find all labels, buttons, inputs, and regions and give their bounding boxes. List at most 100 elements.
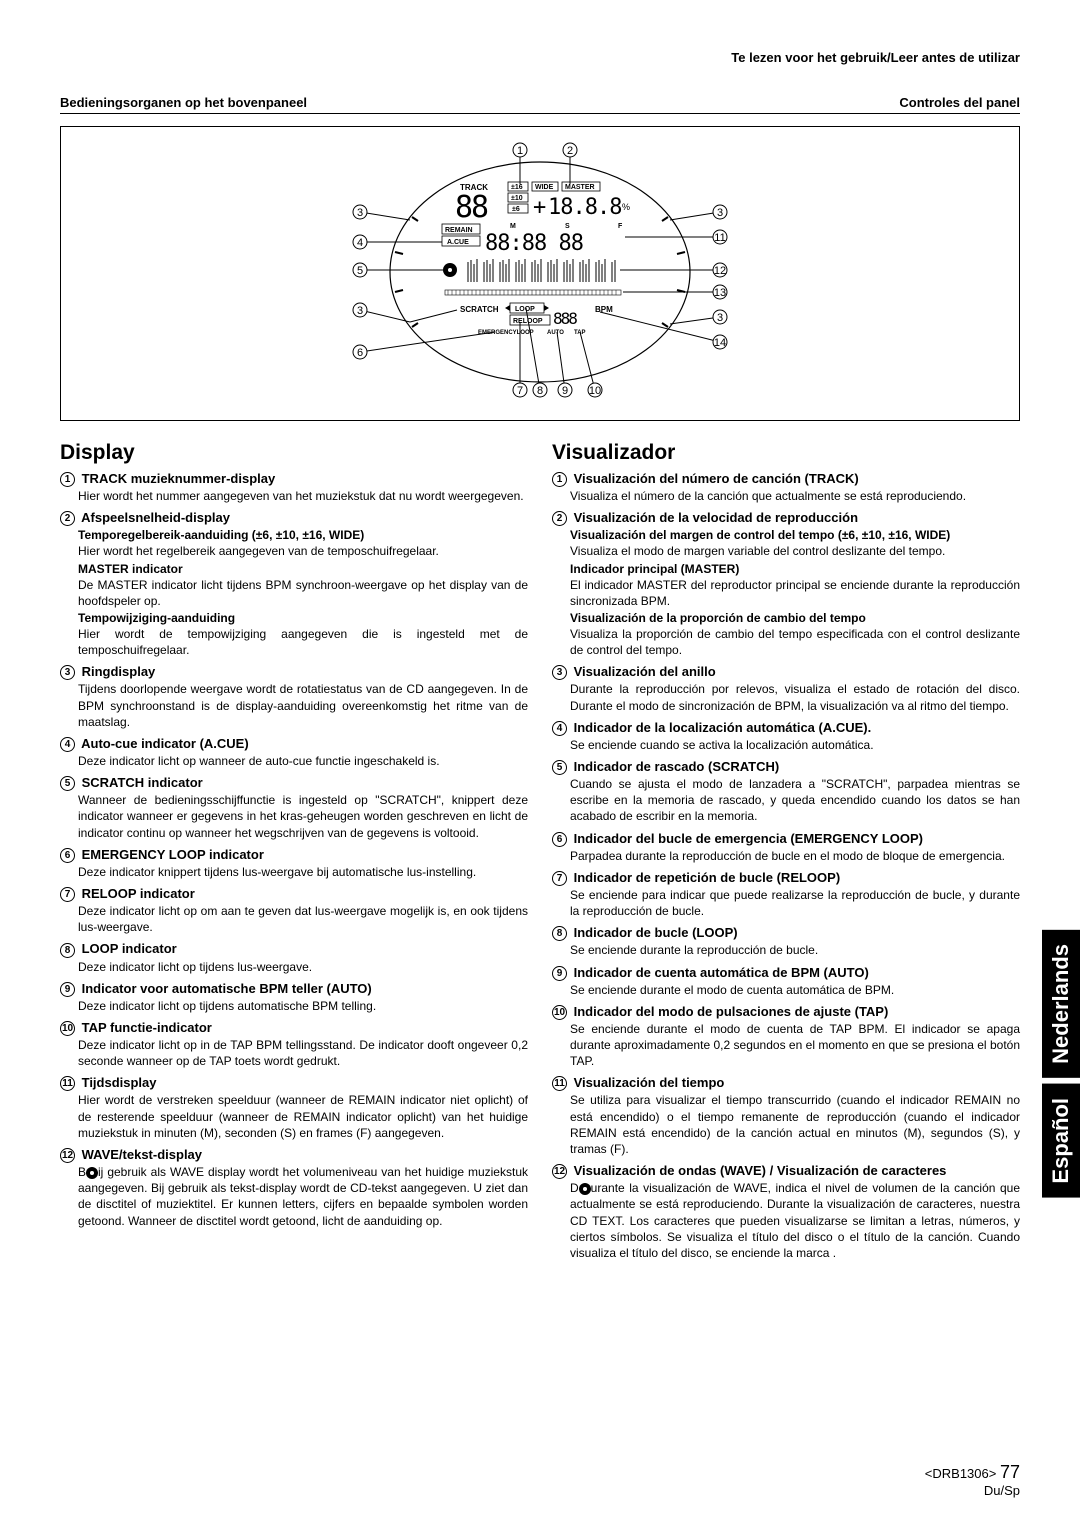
svg-text:6: 6 xyxy=(357,347,363,359)
svg-text:A.CUE: A.CUE xyxy=(447,239,469,246)
left-item-5-heading: 5 SCRATCH indicator xyxy=(60,775,528,791)
right-item-1-body: Visualiza el número de la canción que ac… xyxy=(570,488,1020,504)
svg-text:88:88 88: 88:88 88 xyxy=(485,231,583,256)
right-item-2-heading: 2 Visualización de la velocidad de repro… xyxy=(552,510,1020,526)
subheader: Bedieningsorganen op het bovenpaneel Con… xyxy=(60,95,1020,114)
right-item-1-heading: 1 Visualización del número de canción (T… xyxy=(552,471,1020,487)
right-item-5-heading: 5 Indicador de rascado (SCRATCH) xyxy=(552,759,1020,775)
left-item-8-body: Deze indicator licht op tijdens lus-weer… xyxy=(78,959,528,975)
left-subhead: Temporegelbereik-aanduiding (±6, ±10, ±1… xyxy=(78,528,528,542)
right-subbody: El indicador MASTER del reproductor prin… xyxy=(570,577,1020,609)
right-item-7-body: Se enciende para indicar que puede reali… xyxy=(570,887,1020,919)
right-item-8-heading: 8 Indicador de bucle (LOOP) xyxy=(552,925,1020,941)
language-tabs: Nederlands Español xyxy=(1042,930,1080,1203)
svg-text:REMAIN: REMAIN xyxy=(445,227,473,234)
subheader-left: Bedieningsorganen op het bovenpaneel xyxy=(60,95,307,110)
right-item-3-heading: 3 Visualización del anillo xyxy=(552,664,1020,680)
svg-text:12: 12 xyxy=(714,265,726,277)
left-item-12-heading: 12 WAVE/tekst-display xyxy=(60,1147,528,1163)
footer-code: <DRB1306> xyxy=(925,1466,997,1481)
svg-text:M: M xyxy=(510,223,516,230)
left-item-9-heading: 9 Indicator voor automatische BPM teller… xyxy=(60,981,528,997)
right-item-10-heading: 10 Indicador del modo de pulsaciones de … xyxy=(552,1004,1020,1020)
right-item-11-body: Se utiliza para visualizar el tiempo tra… xyxy=(570,1092,1020,1157)
left-item-5-body: Wanneer de bedieningsschijffunctie is in… xyxy=(78,792,528,841)
right-item-8-body: Se enciende durante la reproducción de b… xyxy=(570,942,1020,958)
left-item-1-heading: 1 TRACK muzieknummer-display xyxy=(60,471,528,487)
svg-text:3: 3 xyxy=(357,207,363,219)
right-item-10-body: Se enciende durante el modo de cuenta de… xyxy=(570,1021,1020,1070)
svg-text:+: + xyxy=(533,195,546,220)
left-subbody: Hier wordt de tempowijziging aangegeven … xyxy=(78,626,528,658)
left-item-7-heading: 7 RELOOP indicator xyxy=(60,886,528,902)
right-item-9-body: Se enciende durante el modo de cuenta au… xyxy=(570,982,1020,998)
page-footer: <DRB1306> 77 Du/Sp xyxy=(925,1462,1020,1498)
subheader-right: Controles del panel xyxy=(899,95,1020,110)
svg-text:3: 3 xyxy=(357,305,363,317)
left-item-10-body: Deze indicator licht op in de TAP BPM te… xyxy=(78,1037,528,1069)
left-column: Display 1 TRACK muzieknummer-displayHier… xyxy=(60,441,528,1261)
left-subbody: Hier wordt het regelbereik aangegeven va… xyxy=(78,543,528,559)
svg-text:88: 88 xyxy=(455,190,488,225)
svg-text:4: 4 xyxy=(357,237,363,249)
svg-text:18.8.8: 18.8.8 xyxy=(548,195,621,220)
left-item-8-heading: 8 LOOP indicator xyxy=(60,941,528,957)
svg-text:AUTO: AUTO xyxy=(547,330,564,336)
right-subbody: Visualiza el modo de margen variable del… xyxy=(570,543,1020,559)
svg-text:±6: ±6 xyxy=(512,206,520,213)
tab-espanol: Español xyxy=(1042,1084,1080,1198)
left-item-1-body: Hier wordt het nummer aangegeven van het… xyxy=(78,488,528,504)
left-item-2-heading: 2 Afspeelsnelheid-display xyxy=(60,510,528,526)
header-top-right: Te lezen voor het gebruik/Leer antes de … xyxy=(60,50,1020,65)
left-subbody: De MASTER indicator licht tijdens BPM sy… xyxy=(78,577,528,609)
svg-text:±16: ±16 xyxy=(511,184,523,191)
diagram-svg: TRACK ±16 WIDE MASTER ±10 ±6 88 + 18.8.8… xyxy=(260,142,820,402)
tab-nederlands: Nederlands xyxy=(1042,930,1080,1078)
right-item-12-heading: 12 Visualización de ondas (WAVE) / Visua… xyxy=(552,1163,1020,1179)
svg-text:10: 10 xyxy=(589,385,601,397)
left-item-9-body: Deze indicator licht op tijdens automati… xyxy=(78,998,528,1014)
disc-icon xyxy=(86,1167,98,1179)
footer-page: 77 xyxy=(1000,1462,1020,1482)
left-item-11-heading: 11 Tijdsdisplay xyxy=(60,1075,528,1091)
svg-text:LOOP: LOOP xyxy=(515,306,535,313)
left-item-7-body: Deze indicator licht op om aan te geven … xyxy=(78,903,528,935)
svg-text:5: 5 xyxy=(357,265,363,277)
left-item-4-heading: 4 Auto-cue indicator (A.CUE) xyxy=(60,736,528,752)
svg-text:3: 3 xyxy=(717,312,723,324)
right-item-6-heading: 6 Indicador del bucle de emergencia (EME… xyxy=(552,831,1020,847)
display-diagram: TRACK ±16 WIDE MASTER ±10 ±6 88 + 18.8.8… xyxy=(60,126,1020,421)
svg-text:±10: ±10 xyxy=(511,195,523,202)
right-item-6-body: Parpadea durante la reproducción de bucl… xyxy=(570,848,1020,864)
right-column: Visualizador 1 Visualización del número … xyxy=(552,441,1020,1261)
left-item-12-body: Bij gebruik als WAVE display wordt het v… xyxy=(78,1164,528,1229)
right-item-12-body: Durante la visualización de WAVE, indica… xyxy=(570,1180,1020,1261)
right-subhead: Indicador principal (MASTER) xyxy=(570,562,1020,576)
left-item-3-heading: 3 Ringdisplay xyxy=(60,664,528,680)
left-subhead: Tempowijziging-aanduiding xyxy=(78,611,528,625)
right-item-4-heading: 4 Indicador de la localización automátic… xyxy=(552,720,1020,736)
left-item-3-body: Tijdens doorlopende weergave wordt de ro… xyxy=(78,681,528,730)
left-item-6-heading: 6 EMERGENCY LOOP indicator xyxy=(60,847,528,863)
right-item-9-heading: 9 Indicador de cuenta automática de BPM … xyxy=(552,965,1020,981)
svg-text:SCRATCH: SCRATCH xyxy=(460,305,499,314)
svg-text:F: F xyxy=(618,223,623,230)
svg-text:3: 3 xyxy=(717,207,723,219)
svg-text:8: 8 xyxy=(537,385,543,397)
svg-text:11: 11 xyxy=(714,232,725,244)
svg-text:%: % xyxy=(622,202,630,212)
right-subhead: Visualización de la proporción de cambio… xyxy=(570,611,1020,625)
svg-text:1: 1 xyxy=(517,145,523,157)
right-title: Visualizador xyxy=(552,441,1020,465)
svg-text:WIDE: WIDE xyxy=(535,184,554,191)
left-title: Display xyxy=(60,441,528,465)
disc-icon xyxy=(579,1183,591,1195)
svg-text:MASTER: MASTER xyxy=(565,184,595,191)
right-item-7-heading: 7 Indicador de repetición de bucle (RELO… xyxy=(552,870,1020,886)
right-item-3-body: Durante la reproducción por relevos, vis… xyxy=(570,681,1020,713)
right-item-4-body: Se enciende cuando se activa la localiza… xyxy=(570,737,1020,753)
svg-text:14: 14 xyxy=(714,337,726,349)
left-item-4-body: Deze indicator licht op wanneer de auto-… xyxy=(78,753,528,769)
svg-text:888: 888 xyxy=(553,309,577,328)
right-item-5-body: Cuando se ajusta el modo de lanzadera a … xyxy=(570,776,1020,825)
